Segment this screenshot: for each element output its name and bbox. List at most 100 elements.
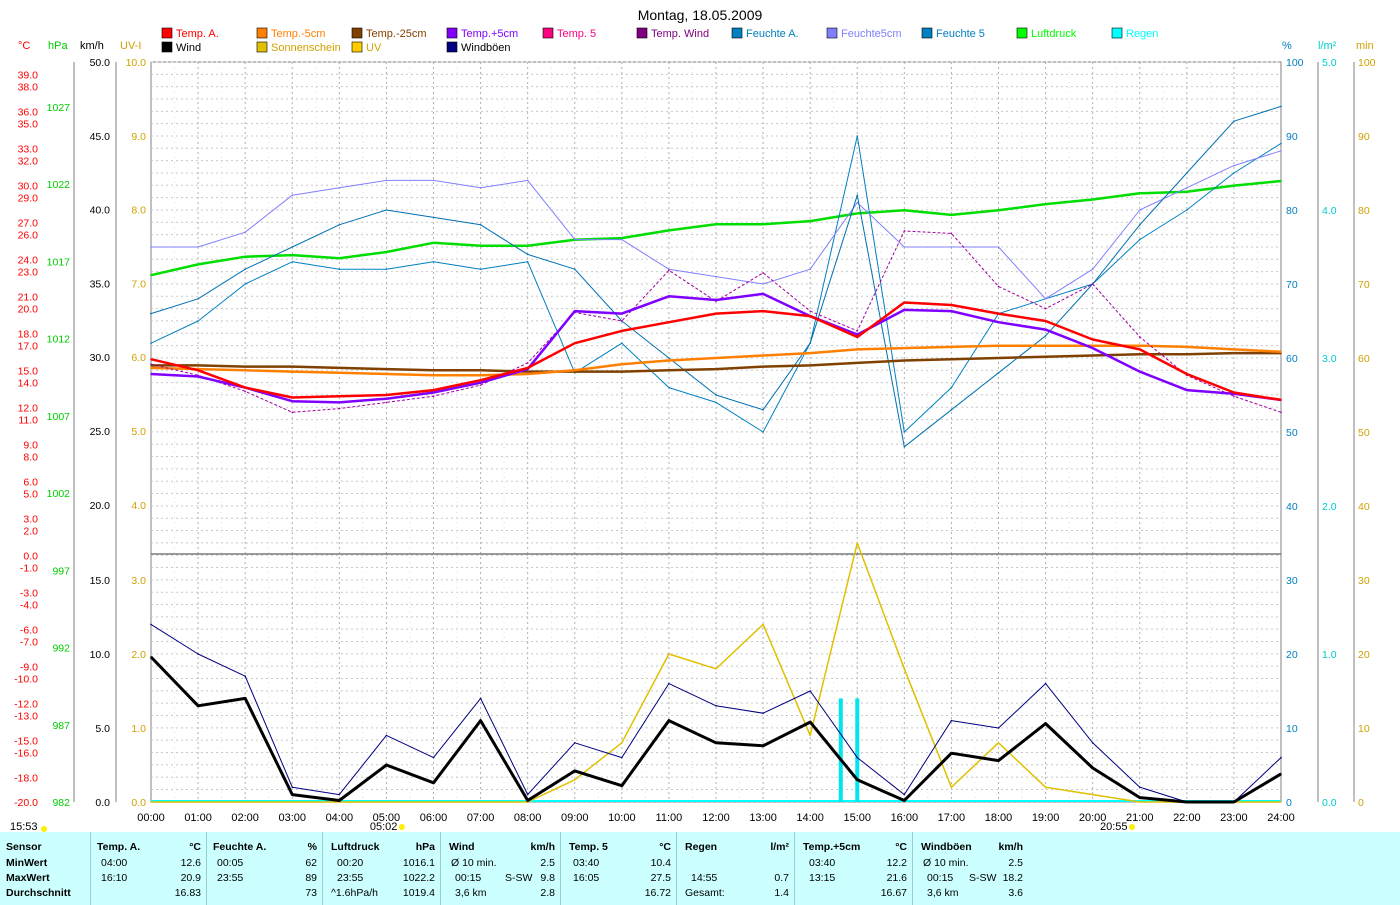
data-point xyxy=(291,400,294,402)
data-point xyxy=(715,223,717,226)
stats-regen-unit: l/m² xyxy=(770,841,789,853)
data-point xyxy=(479,801,482,803)
humidity-tick-label: 100 xyxy=(1286,57,1304,69)
data-point xyxy=(903,230,906,232)
data-point xyxy=(1138,353,1141,356)
temp-tick-label: 8.0 xyxy=(23,452,38,464)
data-point xyxy=(621,742,623,744)
legend-swatch xyxy=(1016,27,1028,39)
data-point xyxy=(809,268,811,271)
data-point xyxy=(291,801,294,803)
stats-wind-distance: 3,6 km xyxy=(455,887,487,899)
stats-regen: Regen l/m² 14:55 0.7 Gesamt: 1.4 xyxy=(676,832,795,905)
data-point xyxy=(1280,773,1282,775)
data-point xyxy=(762,712,764,714)
data-point xyxy=(479,224,482,226)
minutes-tick-label: 70 xyxy=(1358,279,1370,291)
data-point xyxy=(1044,786,1047,788)
data-point xyxy=(1233,184,1235,187)
data-point xyxy=(1138,370,1141,373)
stats-temp-plus5-title: Temp.+5cm xyxy=(803,841,861,853)
stats-temp-5-title: Temp. 5 xyxy=(569,841,608,853)
uv-unit-label: UV-I xyxy=(120,40,141,52)
wind-unit-label: km/h xyxy=(80,40,104,52)
stats-luftdruck-title: Luftdruck xyxy=(331,841,380,853)
stats-wind-title: Wind xyxy=(449,841,475,853)
data-point xyxy=(997,727,1000,729)
stats-luftdruck-avg: 1019.4 xyxy=(402,887,435,899)
data-point xyxy=(621,363,623,365)
stats-windboeen-max-dir: S-SW xyxy=(969,872,997,884)
legend-swatch xyxy=(256,27,268,39)
legend-label: Regen xyxy=(1126,28,1158,40)
data-point xyxy=(573,742,576,744)
data-point xyxy=(385,764,388,766)
data-point xyxy=(432,389,435,391)
data-point xyxy=(244,390,246,393)
humidity-tick-label: 70 xyxy=(1286,279,1298,291)
humidity-tick-label: 0 xyxy=(1286,797,1292,809)
legend-label: Feuchte 5 xyxy=(936,28,985,40)
wind-tick-label-bottom: 5.0 xyxy=(95,723,110,735)
stats-temp-5-avg: 16.72 xyxy=(644,887,671,899)
data-point xyxy=(762,283,764,285)
data-point xyxy=(526,370,529,373)
legend-label: Temp. Wind xyxy=(651,28,709,40)
data-point xyxy=(291,786,294,788)
stats-feuchte-a-avg: 73 xyxy=(305,887,317,899)
data-point xyxy=(385,734,388,737)
data-point xyxy=(1138,796,1141,799)
data-point xyxy=(1280,411,1282,414)
data-point xyxy=(1091,268,1094,271)
data-point xyxy=(197,246,199,248)
data-point xyxy=(526,793,529,796)
data-point xyxy=(668,682,670,685)
legend-swatch xyxy=(542,27,554,39)
data-point xyxy=(856,756,859,759)
legend-label: Temp. 5 xyxy=(557,28,596,40)
data-point xyxy=(762,431,764,433)
stats-sensor: Sensor MinWert MaxWert Durchschnitt xyxy=(0,832,90,905)
time-tick-label: 12:00 xyxy=(702,812,730,824)
time-tick-label: 20:00 xyxy=(1079,812,1107,824)
time-tick-label: 11:00 xyxy=(656,812,683,824)
stats-panel: Sensor MinWert MaxWert Durchschnitt Temp… xyxy=(0,832,1400,905)
data-point xyxy=(668,295,670,298)
data-point xyxy=(668,268,670,271)
data-point xyxy=(621,320,623,322)
legend-label: UV xyxy=(366,42,382,54)
temp-tick-label: -10.0 xyxy=(14,674,38,686)
stats-luftdruck-min: 1016.1 xyxy=(402,857,435,869)
legend-swatch xyxy=(161,41,173,53)
wind-tick-label-bottom: 15.0 xyxy=(90,575,111,587)
data-point xyxy=(526,245,529,247)
stats-windboeen-avg: 3.6 xyxy=(1008,887,1023,899)
time-tick-label: 02:00 xyxy=(231,812,259,824)
data-point xyxy=(621,756,623,759)
data-point xyxy=(715,299,717,301)
data-point xyxy=(291,365,294,368)
data-point xyxy=(1233,352,1235,354)
humidity-tick-label: 60 xyxy=(1286,353,1298,365)
temp-tick-label: -16.0 xyxy=(14,748,38,760)
data-point xyxy=(197,369,199,372)
data-point xyxy=(809,315,811,317)
data-point xyxy=(1186,346,1188,348)
temp-tick-label: 20.0 xyxy=(18,304,39,316)
stats-temp-a: Temp. A. °C 04:00 12.6 16:10 20.9 16.83 xyxy=(90,832,207,905)
minutes-tick-label: 90 xyxy=(1358,131,1370,143)
data-point xyxy=(479,719,482,722)
stats-wind-max-time: 00:15 xyxy=(455,872,482,884)
time-tick-label: 16:00 xyxy=(891,812,919,824)
data-point xyxy=(1138,224,1141,226)
data-point xyxy=(479,268,482,271)
stats-temp-plus5-min-time: 03:40 xyxy=(809,857,836,869)
legend-label: Feuchte5cm xyxy=(841,28,902,40)
data-point xyxy=(479,697,482,700)
data-point xyxy=(573,310,576,312)
temp-tick-label: 6.0 xyxy=(23,476,38,488)
temp-tick-label: 3.0 xyxy=(23,513,38,525)
data-point xyxy=(762,409,764,411)
data-point xyxy=(809,690,811,692)
data-point xyxy=(668,359,670,362)
